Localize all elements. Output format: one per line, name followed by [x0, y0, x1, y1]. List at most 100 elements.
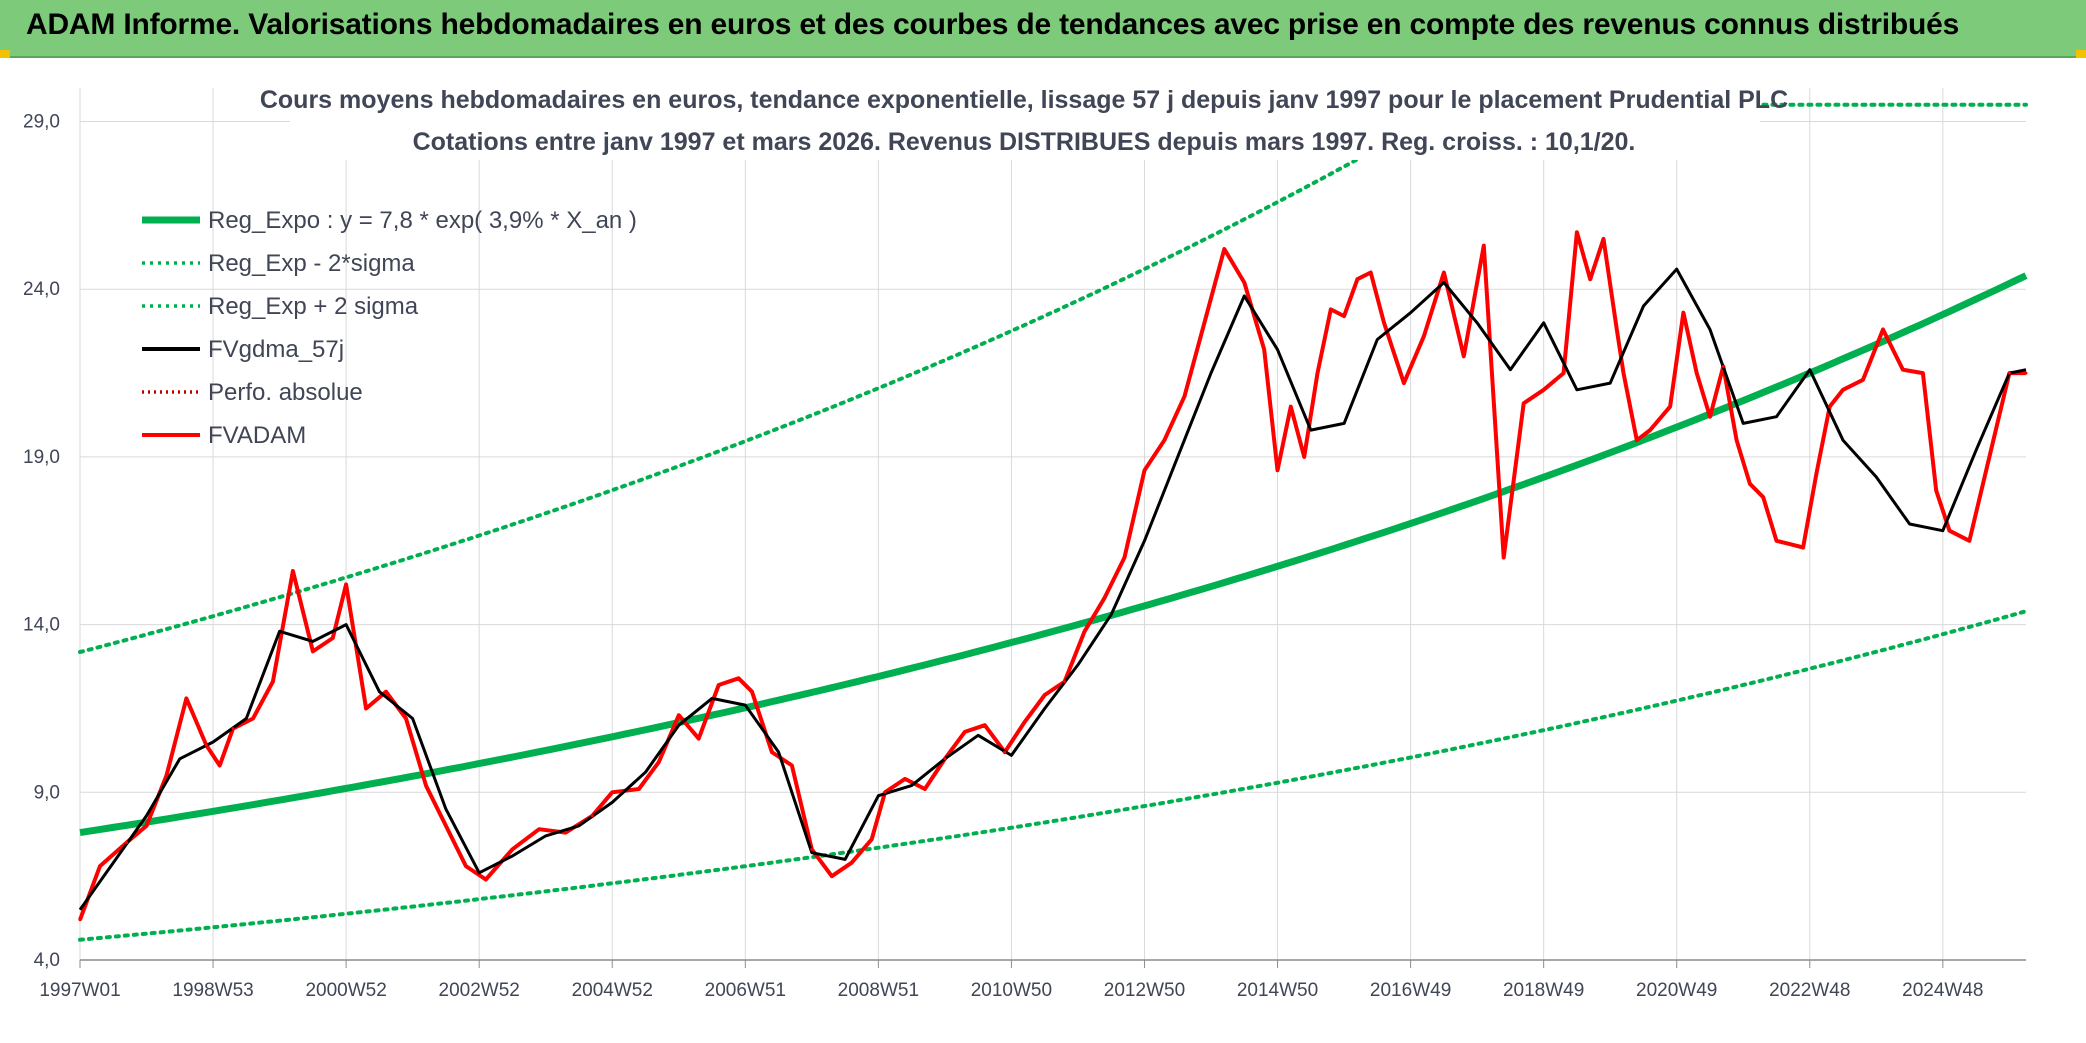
fvadam-point	[963, 730, 967, 734]
fvadam-point	[1342, 314, 1346, 318]
y-tick-label: 9,0	[34, 782, 60, 803]
fvadam-point	[1355, 277, 1359, 281]
fvadam-point	[1575, 230, 1579, 234]
fvadam-point	[271, 680, 275, 684]
series-line-reg-expo	[79, 272, 2028, 837]
fvadam-point	[1861, 378, 1865, 382]
fvadam-point	[444, 824, 448, 828]
y-tick-label: 14,0	[23, 615, 60, 636]
fvadam-point	[510, 847, 514, 851]
fvadam-point	[983, 723, 987, 727]
legend-label: FVgdma_57j	[208, 336, 344, 363]
report-title: ADAM Informe. Valorisations hebdomadaire…	[26, 8, 1960, 41]
fvadam-point	[1967, 539, 1971, 543]
fvadam-point	[204, 743, 208, 747]
fvadam-point	[1222, 247, 1226, 251]
legend-label: Reg_Exp - 2*sigma	[208, 250, 415, 277]
fvadam-point	[1502, 556, 1506, 560]
fvadam-point	[790, 763, 794, 767]
fvadam-point	[1934, 488, 1938, 492]
fvadam-point	[344, 582, 348, 586]
fvadam-point	[1748, 482, 1752, 486]
price-trend-chart: 4,0 9,0 14,0 19,0 24,0 29,0 1997W01 1998W53 200…	[0, 58, 2086, 1038]
fvadam-point	[1721, 364, 1725, 368]
fvadam-point	[1422, 334, 1426, 338]
x-tick-label: 2006W51	[705, 980, 786, 1001]
x-tick-label: 2000W52	[305, 980, 386, 1001]
fvadam-point	[1708, 415, 1712, 419]
fvadam-point	[923, 787, 927, 791]
fvadam-point	[125, 841, 129, 845]
fvadam-point	[737, 676, 741, 680]
fvadam-point	[1695, 371, 1699, 375]
fvadam-point	[1562, 371, 1566, 375]
fvadam-point	[231, 727, 235, 731]
fvadam-point	[291, 569, 295, 573]
fvadam-point	[1103, 596, 1107, 600]
fvadam-point	[870, 837, 874, 841]
fvadam-point	[697, 737, 701, 741]
fvadam-point	[830, 874, 834, 878]
x-tick-label: 1998W53	[172, 980, 253, 1001]
fvadam-point	[1262, 348, 1266, 352]
fvadam-point	[1043, 693, 1047, 697]
fvadam-point	[1921, 371, 1925, 375]
fvadam-point	[2007, 371, 2011, 375]
fvadam-point	[184, 696, 188, 700]
fvadam-point	[1801, 545, 1805, 549]
fvadam-point	[1162, 438, 1166, 442]
chart-subtitle: Cotations entre janv 1997 et mars 2026. …	[413, 128, 1636, 156]
fvadam-point	[484, 878, 488, 882]
fvadam-point	[677, 713, 681, 717]
fvadam-point	[883, 790, 887, 794]
fvadam-point	[1182, 395, 1186, 399]
fvadam-point	[364, 706, 368, 710]
fvadam-point	[98, 864, 102, 868]
y-tick-label: 24,0	[23, 279, 60, 300]
fvadam-point	[590, 814, 594, 818]
x-tick-label: 2008W51	[838, 980, 919, 1001]
fvadam-point	[1482, 244, 1486, 248]
fvadam-point	[1542, 388, 1546, 392]
legend-label: Perfo. absolue	[208, 379, 363, 406]
fvadam-point	[1814, 472, 1818, 476]
fvadam-point	[1635, 438, 1639, 442]
fvadam-point	[164, 774, 168, 778]
chart-area: 4,0 9,0 14,0 19,0 24,0 29,0 1997W01 1998W53 200…	[0, 58, 2086, 1038]
fvadam-point	[1276, 468, 1280, 472]
x-tick-label: 2024W48	[1902, 980, 1983, 1001]
report-banner: ADAM Informe. Valorisations hebdomadaire…	[0, 0, 2086, 58]
y-axis: 4,0 9,0 14,0 19,0 24,0 29,0	[23, 112, 60, 971]
fvadam-point	[810, 847, 814, 851]
fvadam-point	[1462, 354, 1466, 358]
fvadam-point	[145, 824, 149, 828]
fvadam-point	[1761, 495, 1765, 499]
fvadam-point	[1329, 307, 1333, 311]
fvadam-point	[1123, 556, 1127, 560]
fvadam-point	[311, 649, 315, 653]
fvadam-point	[1788, 542, 1792, 546]
fvadam-point	[943, 757, 947, 761]
fvadam-point	[1775, 539, 1779, 543]
fvadam-point	[903, 777, 907, 781]
x-tick-label: 2010W50	[971, 980, 1052, 1001]
fvadam-point	[1648, 428, 1652, 432]
fvadam-point	[1382, 321, 1386, 325]
fvadam-point	[850, 861, 854, 865]
fvadam-point	[657, 760, 661, 764]
fvadam-point	[1142, 468, 1146, 472]
fvadam-point	[1302, 455, 1306, 459]
series-plot	[78, 85, 2028, 942]
fvadam-point	[1003, 750, 1007, 754]
y-tick-label: 4,0	[34, 950, 60, 971]
fvadam-point	[1242, 281, 1246, 285]
fvadam-point	[424, 784, 428, 788]
fvadam-point	[1681, 311, 1685, 315]
fvadam-point	[1841, 388, 1845, 392]
fvadam-point	[770, 750, 774, 754]
fvadam-point	[251, 717, 255, 721]
fvadam-point	[1668, 405, 1672, 409]
legend-label: Reg_Expo : y = 7,8 * exp( 3,9% * X_an )	[208, 207, 637, 234]
fvadam-point	[78, 918, 82, 922]
x-tick-label: 2002W52	[439, 980, 520, 1001]
